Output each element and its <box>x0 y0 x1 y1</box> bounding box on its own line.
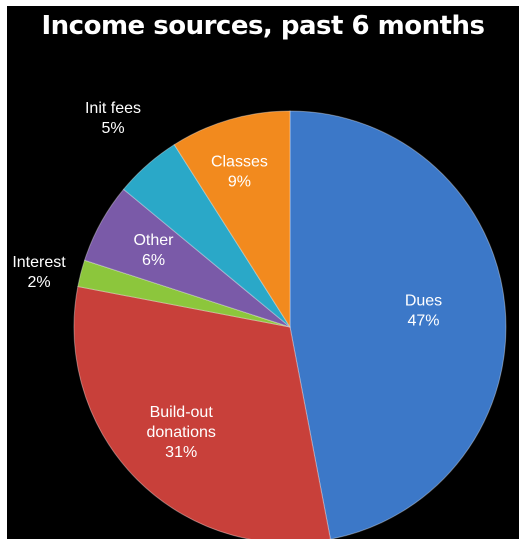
slice-label-dues: Dues <box>405 292 442 309</box>
slice-label-init-fees: Init fees <box>85 100 141 117</box>
chart-frame: Income sources, past 6 months Dues 47% Bui… <box>7 6 519 539</box>
pie-slice-init-fees <box>122 143 291 328</box>
slice-label-classes: Classes <box>211 154 268 171</box>
pie-slice-other <box>83 188 291 328</box>
slice-percent-build-out-donations: 31% <box>165 444 197 461</box>
pie-slice-dues <box>289 110 507 539</box>
slice-label-build-out-donations: Build-out <box>150 404 214 421</box>
pie-slice-interest <box>77 259 291 328</box>
slice-label-build-out-donations: donations <box>147 424 216 441</box>
slice-label-other: Other <box>133 232 174 249</box>
slice-percent-classes: 9% <box>228 174 251 191</box>
slice-percent-init-fees: 5% <box>101 120 124 137</box>
slice-label-interest: Interest <box>12 254 66 271</box>
pie-slice-build-out-donations <box>73 285 331 539</box>
slice-percent-dues: 47% <box>407 312 439 329</box>
slice-percent-interest: 2% <box>27 274 50 291</box>
chart-title: Income sources, past 6 months <box>41 11 486 41</box>
pie-slice-classes <box>173 110 291 329</box>
pie-chart: Dues 47% Build-out donations 31% Interest 2% Ot… <box>12 100 507 539</box>
slice-percent-other: 6% <box>142 252 165 269</box>
